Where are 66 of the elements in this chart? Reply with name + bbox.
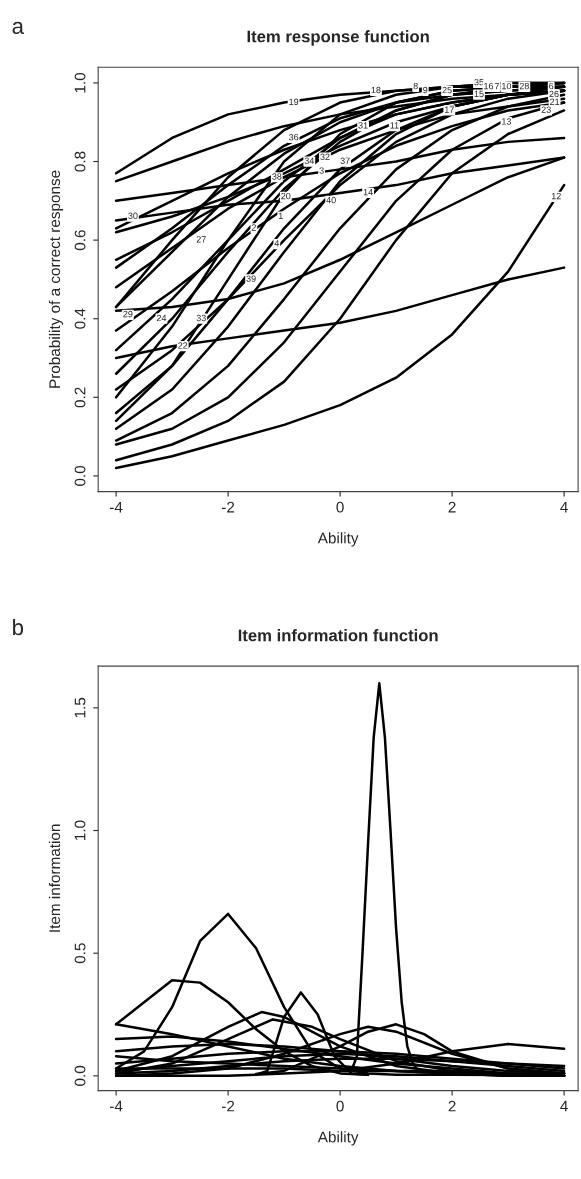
annotation: 29	[123, 310, 133, 318]
annotation: 36	[288, 133, 299, 141]
x-tick-label: -2	[221, 501, 235, 513]
annotation: 24	[156, 314, 167, 322]
y-tick-label: 1.0	[74, 72, 86, 93]
annotation: 7	[494, 82, 499, 90]
annotation: 34	[304, 157, 315, 164]
y-tick-label: 0.0	[74, 1065, 86, 1086]
x-axis-title: Ability	[317, 1131, 359, 1146]
annotation: 2	[251, 224, 256, 231]
y-tick-label: 0.2	[74, 387, 86, 408]
annotation: 20	[281, 192, 291, 200]
annotation: 33	[196, 314, 206, 322]
y-axis-title: Probability of a correct response	[48, 170, 64, 388]
annotation: 19	[289, 98, 299, 105]
annotation: 27	[196, 236, 206, 243]
x-tick-label: -2	[221, 1100, 235, 1112]
x-tick-label: 4	[560, 1100, 568, 1112]
annotation: 17	[444, 106, 454, 113]
annotation: 4	[274, 240, 280, 247]
annotation: 10	[502, 82, 512, 90]
annotation: 18	[371, 86, 381, 94]
annotation: 39	[246, 275, 256, 282]
x-tick-label: 4	[560, 501, 568, 513]
annotation: 6	[549, 82, 554, 90]
x-axis-title: Ability	[317, 532, 359, 547]
x-tick-label: 0	[336, 501, 344, 513]
annotation: 31	[358, 122, 368, 129]
y-axis-title: Item information	[48, 824, 61, 932]
x-tick-label: 0	[336, 1100, 344, 1112]
annotation: 21	[550, 98, 560, 105]
chart-title: Item information function	[238, 629, 438, 642]
annotation: 3	[319, 167, 324, 174]
annotation: 26	[549, 90, 559, 98]
annotation: 22	[178, 342, 188, 349]
annotation: 37	[340, 157, 350, 164]
annotation: 38	[272, 173, 282, 180]
y-tick-label: 0.5	[74, 943, 86, 964]
annotation: 25	[442, 86, 452, 94]
annotation: 13	[502, 118, 512, 125]
annotation: 11	[390, 122, 399, 129]
y-tick-label: 1.5	[74, 697, 86, 718]
x-tick-label: -4	[109, 1100, 123, 1112]
annotation: 23	[541, 106, 551, 113]
annotation: 14	[363, 189, 373, 196]
y-tick-label: 1.0	[74, 820, 86, 840]
x-tick-label: 2	[448, 1100, 456, 1112]
y-tick-label: 0.0	[74, 465, 86, 486]
annotation: 8	[413, 82, 418, 90]
y-tick-label: 0.4	[74, 308, 86, 329]
annotation: 30	[128, 212, 138, 219]
text: a	[12, 21, 24, 35]
annotation: 12	[551, 192, 561, 200]
x-tick-label: 2	[448, 501, 456, 513]
y-tick-label: 0.6	[74, 230, 86, 251]
chart-title: Item response function	[247, 30, 429, 46]
x-tick-label: -4	[109, 501, 123, 513]
annotation: 15	[474, 90, 484, 98]
annotation: 32	[320, 153, 330, 161]
y-tick-label: 0.8	[74, 151, 86, 172]
annotation: 28	[519, 82, 529, 90]
annotation: 9	[423, 86, 428, 94]
annotation: 16	[484, 82, 494, 90]
annotation: 40	[326, 196, 336, 204]
annotation: 1	[278, 212, 283, 219]
text: b	[13, 618, 24, 636]
